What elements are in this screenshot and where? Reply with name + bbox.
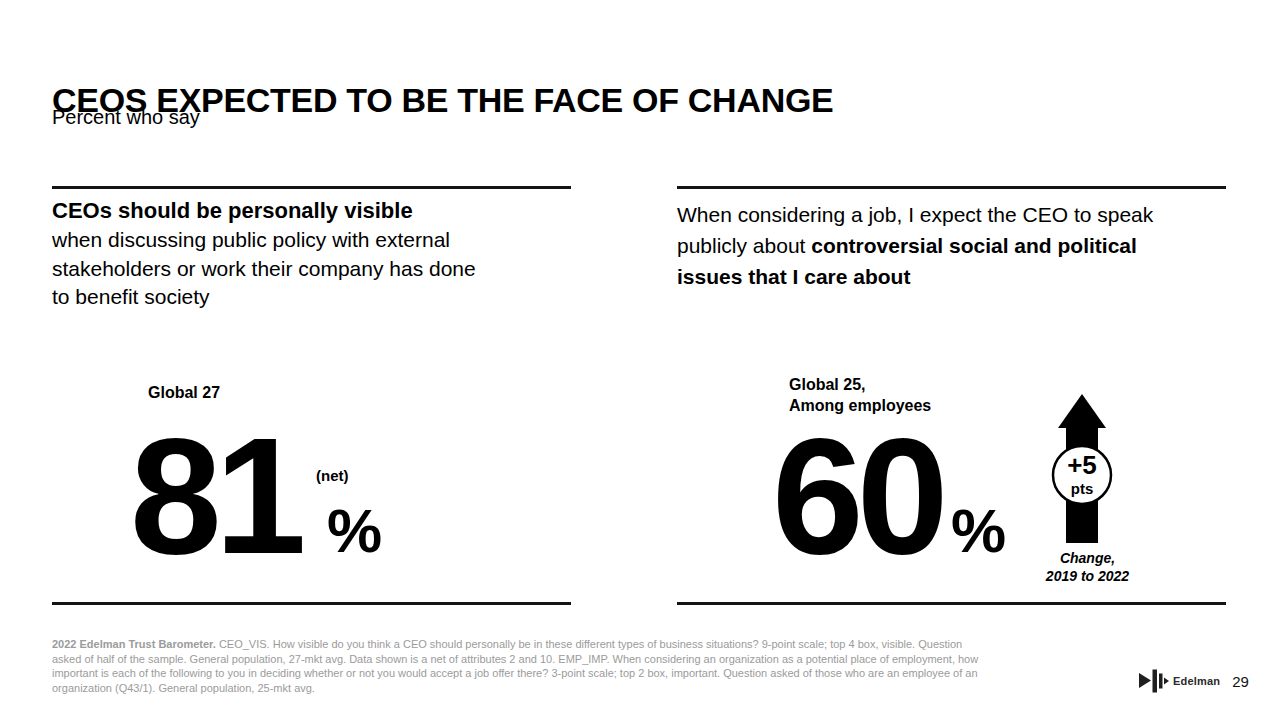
brand-name: Edelman: [1173, 675, 1220, 687]
left-panel-top-rule: [52, 186, 571, 189]
left-stat-percent-sign: %: [327, 500, 382, 562]
edelman-logo-icon: [1138, 667, 1170, 695]
right-panel-top-rule: [677, 186, 1226, 189]
right-stat-value: 60: [772, 421, 942, 571]
change-caption-line2: 2019 to 2022: [1025, 567, 1150, 585]
up-arrow-icon: +5 pts: [1048, 391, 1116, 546]
footnote-line: important is each of the following to yo…: [52, 666, 978, 681]
right-heading-line: publicly about controversial social and …: [677, 230, 1153, 261]
footnote-line: asked of half of the sample. General pop…: [52, 652, 978, 667]
right-panel-bottom-rule: [677, 602, 1226, 605]
page-subtitle: Percent who say: [52, 106, 200, 129]
left-panel-bottom-rule: [52, 602, 571, 605]
right-stat-percent-sign: %: [951, 500, 1006, 562]
left-heading-bold: CEOs should be personally visible: [52, 196, 476, 226]
footnote: 2022 Edelman Trust Barometer. CEO_VIS. H…: [52, 637, 978, 695]
right-stat-label-line1: Global 25,: [789, 374, 931, 395]
right-heading-bold-segment: controversial social and political: [811, 234, 1137, 257]
footnote-line: organization (Q43/1). General population…: [52, 681, 978, 696]
right-panel-heading: When considering a job, I expect the CEO…: [677, 199, 1153, 292]
change-indicator: +5 pts: [1048, 391, 1116, 546]
slide-canvas: CEOS EXPECTED TO BE THE FACE OF CHANGE P…: [0, 0, 1280, 720]
right-heading-line: issues that I care about: [677, 261, 1153, 292]
right-heading-line: When considering a job, I expect the CEO…: [677, 199, 1153, 230]
left-heading-line: when discussing public policy with exter…: [52, 226, 476, 255]
footnote-source: 2022 Edelman Trust Barometer.: [52, 638, 216, 650]
change-delta: +5: [1067, 450, 1097, 480]
change-caption: Change, 2019 to 2022: [1025, 549, 1150, 585]
left-stat-net-note: (net): [316, 467, 349, 484]
footnote-text-segment: CEO_VIS. How visible do you think a CEO …: [216, 638, 962, 650]
left-stat-value: 81: [130, 421, 300, 571]
right-heading-regular-segment: publicly about: [677, 234, 811, 257]
brand-block: Edelman 29: [1138, 666, 1249, 696]
left-stat-label: Global 27: [148, 382, 220, 403]
footnote-line: 2022 Edelman Trust Barometer. CEO_VIS. H…: [52, 637, 978, 652]
left-heading-line: stakeholders or work their company has d…: [52, 255, 476, 284]
left-panel-heading: CEOs should be personally visible when d…: [52, 196, 476, 312]
page-number: 29: [1232, 673, 1249, 690]
left-heading-line: to benefit society: [52, 283, 476, 312]
change-caption-line1: Change,: [1025, 549, 1150, 567]
change-delta-unit: pts: [1071, 480, 1094, 497]
